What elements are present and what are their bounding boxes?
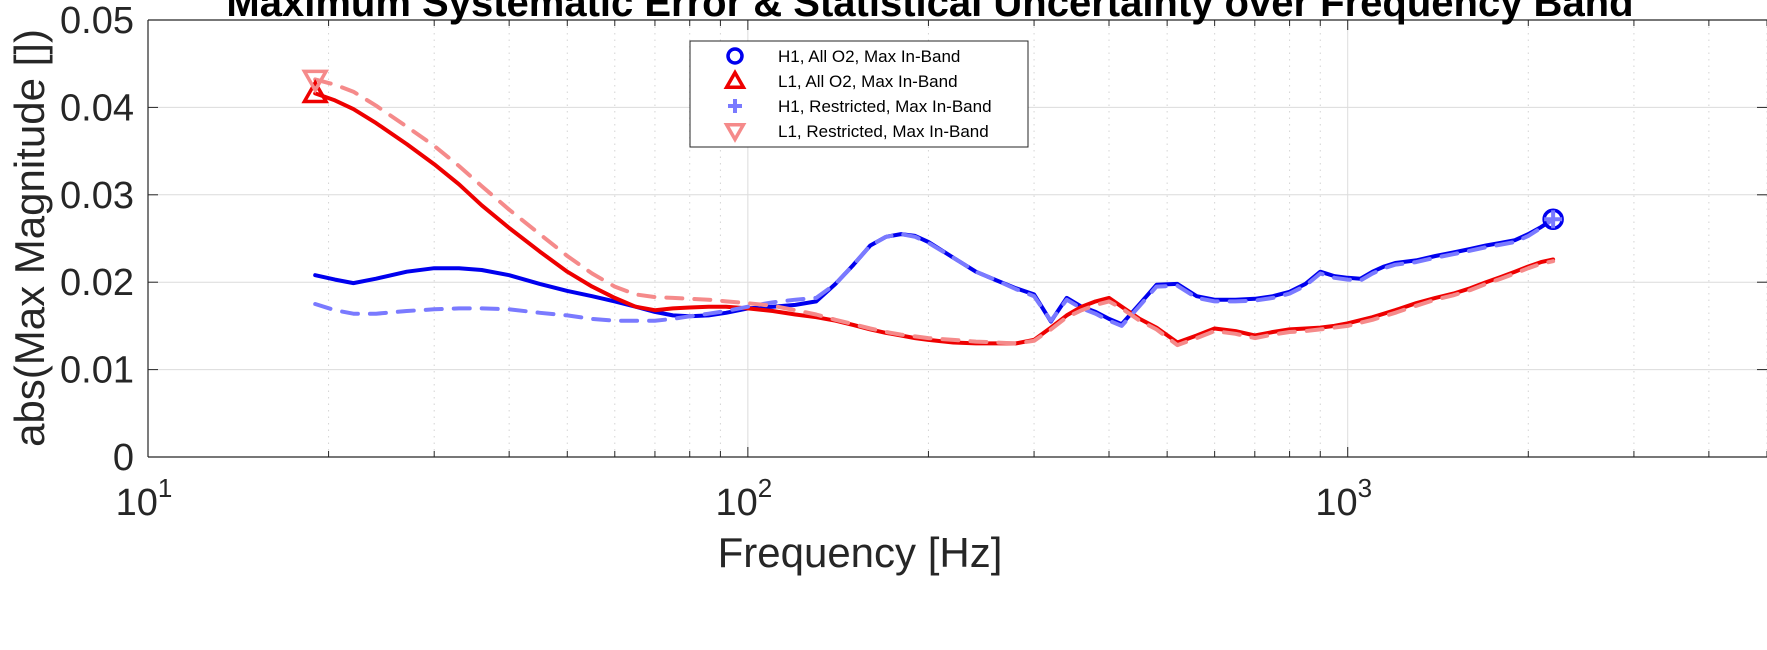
y-tick-label: 0.05 [60, 0, 134, 42]
y-tick-label: 0.03 [60, 175, 134, 217]
series-line-3 [313, 77, 1556, 348]
legend-label-3: L1, Restricted, Max In-Band [778, 122, 989, 141]
legend-label-0: H1, All O2, Max In-Band [778, 47, 960, 66]
x-tick-label: 103 [1315, 473, 1372, 524]
series-marker-3 [301, 69, 330, 94]
x-tick-label-exponent: 2 [758, 473, 772, 503]
legend-label-1: L1, All O2, Max In-Band [778, 72, 958, 91]
legend-box [689, 40, 1029, 148]
chart-title: Maximum Systematic Error & Statistical U… [226, 0, 1633, 25]
x-axis-label: Frequency [Hz] [718, 529, 1003, 576]
x-tick-label-base: 10 [116, 482, 158, 524]
legend-marker-0 [726, 47, 744, 65]
series-markers [301, 69, 1564, 231]
x-tick-label-exponent: 3 [1358, 473, 1372, 503]
x-tick-label: 101 [116, 473, 173, 524]
series-line-2 [313, 217, 1556, 328]
legend: H1, All O2, Max In-Band L1, All O2, Max I… [689, 40, 1029, 148]
legend-marker-3 [723, 122, 747, 143]
y-tick-label: 0.01 [60, 350, 134, 392]
y-tick-label: 0.04 [60, 87, 134, 129]
series-marker-2 [1544, 210, 1563, 229]
series-lines [313, 77, 1556, 348]
axes [147, 19, 1767, 458]
x-tick-label-exponent: 1 [158, 473, 172, 503]
legend-label-2: H1, Restricted, Max In-Band [778, 97, 992, 116]
x-tick-label: 102 [715, 473, 772, 524]
x-tick-label-base: 10 [715, 482, 757, 524]
y-axis-label: abs(Max Magnitude []) [6, 29, 53, 447]
y-tick-label: 0.02 [60, 262, 134, 304]
x-tick-label-base: 10 [1315, 482, 1357, 524]
series-line-0 [313, 217, 1556, 327]
y-tick-label: 0 [113, 437, 134, 479]
legend-marker-1 [723, 69, 747, 90]
legend-marker-2 [728, 99, 742, 113]
series-marker-1 [301, 79, 330, 104]
